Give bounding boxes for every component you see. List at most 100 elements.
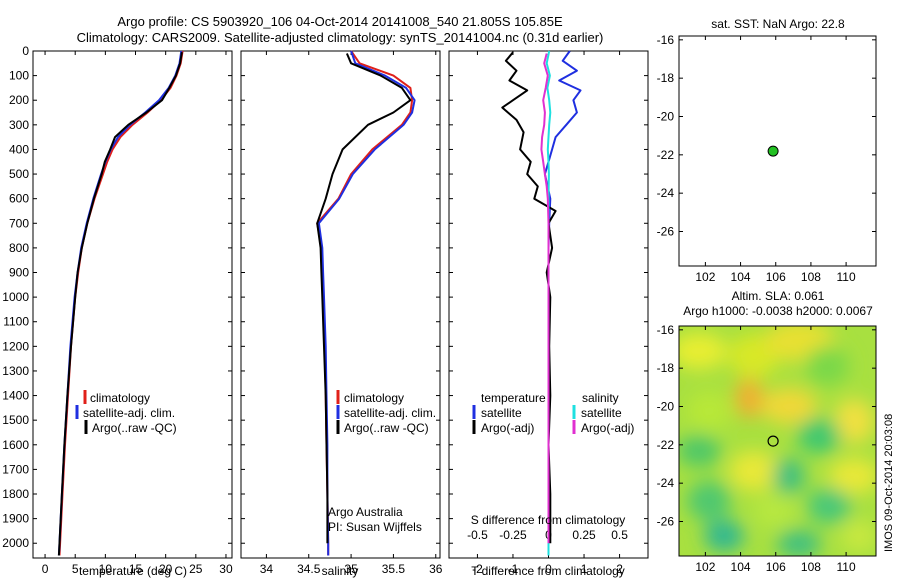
difference-top-label: S difference from climatology bbox=[471, 513, 626, 527]
x-tick-label: 0 bbox=[42, 562, 49, 576]
sst-map-panel: sat. SST: NaN Argo: 22.8 102 104 106 108 110… bbox=[657, 17, 877, 284]
sla-blob bbox=[679, 435, 721, 467]
y-tick-label: -20 bbox=[657, 110, 675, 124]
y-tick-label: 800 bbox=[9, 241, 29, 255]
y-tick-label: -16 bbox=[657, 323, 675, 337]
sst-map-title: sat. SST: NaN Argo: 22.8 bbox=[711, 17, 845, 31]
y-tick-label: -26 bbox=[657, 515, 675, 529]
x-tick-label: 30 bbox=[219, 562, 233, 576]
y-tick-label: 1100 bbox=[3, 315, 29, 329]
legend-label-temp-satellite: satellite bbox=[481, 406, 522, 420]
legend-label-satellite: satellite-adj. clim. bbox=[83, 406, 175, 420]
difference-xlabel: T difference from climatology bbox=[471, 564, 625, 578]
y-tick-label: -22 bbox=[657, 438, 675, 452]
x-tick-label: 102 bbox=[695, 270, 715, 284]
x-tick-label: 36 bbox=[429, 562, 443, 576]
y-tick-label: 1300 bbox=[2, 364, 29, 378]
title-line-2: Climatology: CARS2009. Satellite-adjuste… bbox=[77, 30, 604, 45]
argo-location-marker bbox=[767, 435, 779, 447]
y-tick-label: 1900 bbox=[2, 512, 29, 526]
sla-blob bbox=[687, 391, 731, 431]
y-tick-label: 1000 bbox=[2, 290, 29, 304]
legend-label-temp-argo: Argo(-adj) bbox=[481, 421, 534, 435]
y-tick-label: -18 bbox=[657, 361, 675, 375]
legend-label-sal-satellite: satellite bbox=[581, 406, 622, 420]
series-line-argo-raw-qc- bbox=[57, 52, 183, 556]
sla-blob bbox=[735, 378, 763, 418]
annotation-pi: PI: Susan Wijffels bbox=[328, 520, 422, 534]
x-tick-label: 0 bbox=[545, 562, 552, 576]
sla-blob bbox=[807, 488, 851, 524]
x-tick-label: 34 bbox=[260, 562, 274, 576]
sla-blob bbox=[687, 481, 731, 521]
legend-label-argo: Argo(..raw -QC) bbox=[92, 421, 177, 435]
x-tick-label: 108 bbox=[801, 560, 821, 574]
sla-blob bbox=[797, 418, 841, 454]
temperature-xlabel: temperature (deg C) bbox=[79, 564, 187, 578]
imos-side-label: IMOS 09-Oct-2014 20:03:08 bbox=[883, 414, 895, 552]
top-tick-label: 0.25 bbox=[572, 528, 596, 542]
y-tick-label: 2000 bbox=[2, 536, 29, 550]
y-tick-label: -18 bbox=[657, 71, 675, 85]
salinity-xlabel: salinity bbox=[322, 564, 359, 578]
sla-map-axes-box bbox=[678, 325, 877, 557]
sla-blob bbox=[777, 530, 821, 556]
legend-title-salinity: salinity bbox=[582, 391, 619, 405]
x-tick-label: 2 bbox=[616, 562, 623, 576]
top-tick-label: 0.5 bbox=[611, 528, 628, 542]
sla-map-title-2: Argo h1000: -0.0038 h2000: 0.0067 bbox=[683, 304, 873, 318]
x-tick-label: 15 bbox=[129, 562, 143, 576]
y-tick-label: 600 bbox=[9, 192, 29, 206]
sla-map-title-1: Altim. SLA: 0.061 bbox=[732, 289, 825, 303]
series-line-salinity-argo-adj- bbox=[540, 53, 550, 544]
x-tick-label: 110 bbox=[837, 270, 856, 284]
difference-legend: temperature satellite Argo(-adj) salinit… bbox=[472, 391, 634, 435]
title-line-1: Argo profile: CS 5903920_106 04-Oct-2014… bbox=[117, 14, 563, 29]
legend-title-temperature: temperature bbox=[481, 391, 546, 405]
y-tick-label: 0 bbox=[22, 44, 29, 58]
y-tick-label: 1500 bbox=[2, 413, 29, 427]
x-tick-label: 102 bbox=[695, 560, 715, 574]
x-tick-label: 108 bbox=[801, 270, 821, 284]
temperature-axes-box bbox=[32, 50, 233, 559]
top-tick-label: -0.5 bbox=[467, 528, 488, 542]
salinity-panel: 34 34.5 35 35.5 36 salinity climatology sate… bbox=[240, 50, 443, 578]
sla-blob bbox=[834, 399, 874, 443]
y-tick-label: -20 bbox=[657, 400, 675, 414]
sla-blob bbox=[841, 520, 876, 552]
legend-label-satellite: satellite-adj. clim. bbox=[344, 406, 436, 420]
y-tick-label: 1800 bbox=[2, 487, 29, 501]
x-tick-label: 34.5 bbox=[297, 562, 321, 576]
series-line-argo-raw-qc- bbox=[316, 53, 412, 544]
y-tick-label: 700 bbox=[9, 216, 29, 230]
x-tick-label: 104 bbox=[731, 560, 751, 574]
sla-blob bbox=[761, 388, 817, 424]
y-tick-label: 100 bbox=[9, 69, 29, 83]
y-tick-label: 400 bbox=[9, 142, 29, 156]
x-tick-label: 25 bbox=[189, 562, 203, 576]
x-tick-label: -1 bbox=[508, 562, 519, 576]
difference-panel: -2 -1 0 1 2-0.5 -0.25 0 0.25 0.5 T difference fr… bbox=[448, 50, 649, 578]
legend-label-climatology: climatology bbox=[344, 391, 404, 405]
x-tick-label: -2 bbox=[472, 562, 483, 576]
y-tick-label: -22 bbox=[657, 148, 675, 162]
sla-blob bbox=[829, 458, 876, 494]
x-tick-label: 110 bbox=[837, 560, 856, 574]
x-tick-label: 1 bbox=[581, 562, 588, 576]
temperature-legend: climatology satellite-adj. clim. Argo(..… bbox=[75, 390, 177, 435]
y-tick-label: 900 bbox=[9, 266, 29, 280]
legend-label-sal-argo: Argo(-adj) bbox=[581, 421, 634, 435]
sla-heatmap bbox=[679, 326, 876, 556]
sla-blob bbox=[729, 451, 779, 491]
top-tick-label: -0.25 bbox=[499, 528, 527, 542]
sla-blob bbox=[754, 495, 794, 527]
y-tick-label: 1600 bbox=[2, 438, 29, 452]
sla-blob bbox=[679, 333, 727, 369]
x-tick-label: 106 bbox=[766, 560, 786, 574]
y-tick-label: 1200 bbox=[2, 339, 29, 353]
sla-blob bbox=[805, 346, 849, 386]
x-tick-label: 104 bbox=[731, 270, 751, 284]
sla-blob bbox=[704, 520, 744, 552]
sla-map-panel: Altim. SLA: 0.061 Argo h1000: -0.0038 h2… bbox=[657, 289, 895, 574]
